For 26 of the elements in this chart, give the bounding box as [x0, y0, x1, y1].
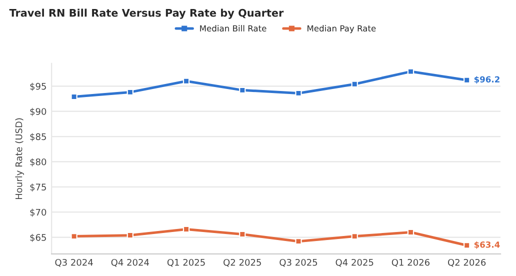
point	[464, 242, 470, 249]
point	[182, 78, 190, 84]
x-tick-label: Q2 2026	[448, 258, 486, 267]
legend-label: Median Pay Rate	[308, 25, 376, 34]
point	[464, 76, 470, 84]
y-tick-label: $70	[30, 208, 46, 217]
y-tick-label: $90	[30, 108, 46, 116]
y-tick-label: $85	[30, 133, 46, 142]
data-label: $96.2	[474, 76, 500, 84]
y-tick-label: $95	[30, 82, 46, 91]
x-tick-label: Q3 2024	[55, 258, 93, 267]
data-label: $63.4	[474, 241, 500, 249]
y-axis-title: Hourly Rate (USD)	[15, 118, 24, 199]
x-tick-label: Q4 2024	[111, 258, 149, 267]
x-tick-label: Q2 2025	[224, 258, 261, 267]
y-tick-label: $80	[30, 158, 46, 166]
x-tick-label: Q3 2025	[280, 258, 318, 267]
legend-label: Median Bill Rate	[200, 25, 266, 32]
x-tick-label: Q1 2026	[392, 258, 430, 267]
y-tick-label: $65	[30, 234, 46, 242]
point	[407, 68, 414, 75]
point	[351, 80, 358, 88]
x-tick-label: Q4 2025	[336, 258, 374, 267]
x-tick-label: Q1 2025	[167, 258, 205, 267]
chart-title: Travel RN Bill Rate Versus Pay Rate by Quarter	[9, 8, 284, 19]
y-tick-label: $75	[30, 183, 46, 192]
